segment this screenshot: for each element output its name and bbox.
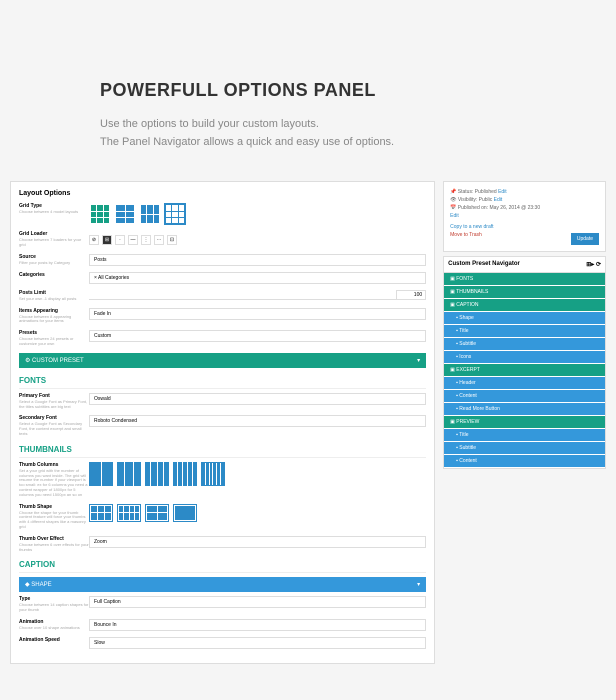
custom-preset-header[interactable]: ⚙ CUSTOM PRESET▾ xyxy=(19,353,426,368)
thumb-shape-label: Thumb Shape xyxy=(19,504,89,510)
categories-label: Categories xyxy=(19,272,89,278)
nav-item[interactable]: ▣ PREVIEW xyxy=(444,416,605,428)
navigator-header: Custom Preset Navigator⊞▸ ⟳ xyxy=(444,257,605,273)
hero-line2: The Panel Navigator allows a quick and e… xyxy=(100,134,516,152)
categories-row: Categories × All Categories xyxy=(19,272,426,284)
thumb-columns-row: Thumb ColumnsSet a your grid with the nu… xyxy=(19,462,426,498)
grid-type-row: Grid TypeChoose between 4 model layouts xyxy=(19,203,426,225)
nav-item[interactable]: ▣ FONTS xyxy=(444,273,605,285)
nav-item[interactable]: ▪ Subtitle xyxy=(444,338,605,350)
edit-date-link[interactable]: Edit xyxy=(450,213,459,219)
caption-speed-label: Animation Speed xyxy=(19,637,89,643)
trash-link[interactable]: Move to Trash xyxy=(450,232,482,238)
source-row: SourceFilter your posts by Category Post… xyxy=(19,254,426,266)
nav-item[interactable]: ▣ CAPTION xyxy=(444,299,605,311)
thumb-shape-row: Thumb ShapeChoose the shape for your thu… xyxy=(19,504,426,530)
nav-item[interactable]: ▪ Shape xyxy=(444,312,605,324)
edit-visibility-link[interactable]: Edit xyxy=(494,197,503,203)
hero-section: POWERFULL OPTIONS PANEL Use the options … xyxy=(0,0,616,181)
nav-item[interactable]: ▪ Content xyxy=(444,455,605,467)
hero-title: POWERFULL OPTIONS PANEL xyxy=(100,80,516,101)
shape-header[interactable]: ◆ SHAPE▾ xyxy=(19,577,426,592)
thumb-over-label: Thumb Over Effect xyxy=(19,536,89,542)
caption-anim-select[interactable]: Bounce In xyxy=(89,619,426,631)
categories-select[interactable]: × All Categories xyxy=(89,272,426,284)
nav-controls[interactable]: ⊞▸ ⟳ xyxy=(586,261,601,268)
nav-item[interactable]: ▪ Content xyxy=(444,390,605,402)
thumbnails-title: THUMBNAILS xyxy=(19,445,426,458)
column-icons[interactable] xyxy=(89,462,426,486)
nav-item[interactable]: ▪ Header xyxy=(444,377,605,389)
posts-limit-label: Posts Limit xyxy=(19,290,89,296)
panels-container: Layout Options Grid TypeChoose between 4… xyxy=(0,181,616,664)
layout-options-title: Layout Options xyxy=(19,190,426,197)
caption-title: CAPTION xyxy=(19,560,426,573)
grid-loader-row: Grid LoaderChoose between 7 loaders for … xyxy=(19,231,426,248)
options-panel: Layout Options Grid TypeChoose between 4… xyxy=(10,181,435,664)
nav-item[interactable]: ▪ Read More Button xyxy=(444,403,605,415)
items-appearing-row: Items AppearingChoose between 8 appearin… xyxy=(19,308,426,325)
caption-anim-row: AnimationChoose over 10 shape animations… xyxy=(19,619,426,631)
secondary-font-select[interactable]: Roboto Condensed xyxy=(89,415,426,427)
presets-row: PresetsChoose between 24 presets or cust… xyxy=(19,330,426,347)
shape-icons[interactable] xyxy=(89,504,426,522)
grid-type-icons[interactable] xyxy=(89,203,426,225)
thumb-columns-label: Thumb Columns xyxy=(19,462,89,468)
navigator-box: Custom Preset Navigator⊞▸ ⟳ ▣ FONTS▣ THU… xyxy=(443,256,606,469)
primary-font-label: Primary Font xyxy=(19,393,89,399)
navigator-items: ▣ FONTS▣ THUMBNAILS▣ CAPTION▪ Shape▪ Tit… xyxy=(444,273,605,467)
update-button[interactable]: Update xyxy=(571,233,599,245)
hero-line1: Use the options to build your custom lay… xyxy=(100,116,516,134)
right-panel: 📌 Status: Published Edit 👁 Visibility: P… xyxy=(443,181,606,664)
nav-item[interactable]: ▪ Title xyxy=(444,325,605,337)
nav-item[interactable]: ▣ EXCERPT xyxy=(444,364,605,376)
source-label: Source xyxy=(19,254,89,260)
loader-icons[interactable]: ⊘⊞·—⋮⋯⊡ xyxy=(89,235,426,245)
nav-item[interactable]: ▪ Subtitle xyxy=(444,442,605,454)
posts-limit-input[interactable]: 100 xyxy=(396,290,426,300)
caption-type-row: TypeChoose between 14 caption shapes for… xyxy=(19,596,426,613)
thumb-over-row: Thumb Over EffectChoose between 6 over e… xyxy=(19,536,426,553)
source-select[interactable]: Posts xyxy=(89,254,426,266)
presets-select[interactable]: Custom xyxy=(89,330,426,342)
caption-speed-select[interactable]: Slow xyxy=(89,637,426,649)
caption-speed-row: Animation Speed Slow xyxy=(19,637,426,649)
thumb-over-select[interactable]: Zoom xyxy=(89,536,426,548)
copy-draft-link[interactable]: Copy to a new draft xyxy=(450,224,493,230)
primary-font-select[interactable]: Oswald xyxy=(89,393,426,405)
posts-limit-row: Posts LimitSet your own -1 display all p… xyxy=(19,290,426,302)
edit-status-link[interactable]: Edit xyxy=(498,189,507,195)
items-appearing-label: Items Appearing xyxy=(19,308,89,314)
items-appearing-select[interactable]: Fade In xyxy=(89,308,426,320)
caption-anim-label: Animation xyxy=(19,619,89,625)
nav-item[interactable]: ▣ THUMBNAILS xyxy=(444,286,605,298)
fonts-title: FONTS xyxy=(19,376,426,389)
nav-item[interactable]: ▪ Title xyxy=(444,429,605,441)
caption-type-select[interactable]: Full Caption xyxy=(89,596,426,608)
primary-font-row: Primary FontSelect a Google Font as Prim… xyxy=(19,393,426,410)
secondary-font-row: Secondary FontSelect a Google Font as Se… xyxy=(19,415,426,436)
publish-box: 📌 Status: Published Edit 👁 Visibility: P… xyxy=(443,181,606,252)
nav-item[interactable]: ▪ Icons xyxy=(444,351,605,363)
